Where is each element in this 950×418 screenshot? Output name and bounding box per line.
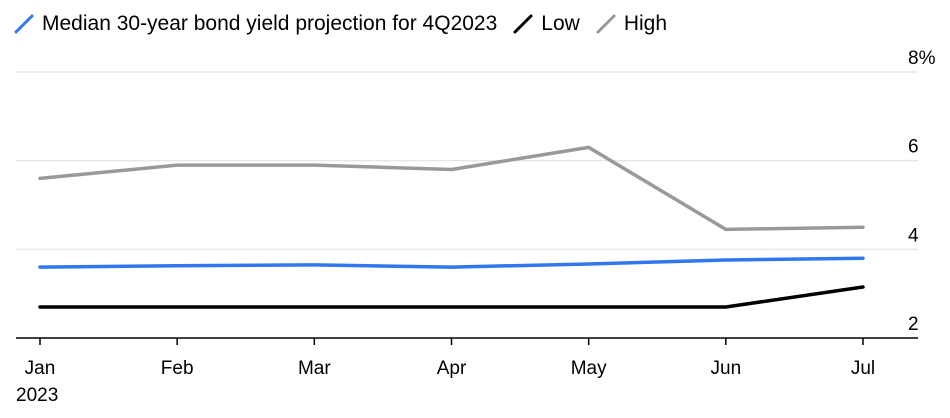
y-axis-tick-labels: 2 4 6 8% bbox=[908, 48, 936, 335]
legend-swatch-low-icon bbox=[513, 14, 533, 34]
legend-swatch-high-icon bbox=[596, 14, 616, 34]
y-tick-label: 8% bbox=[908, 48, 936, 69]
legend-item-low: Low bbox=[513, 12, 580, 36]
x-tick-label: Mar bbox=[298, 358, 331, 379]
legend-label-median: Median 30-year bond yield projection for… bbox=[42, 12, 498, 35]
x-tick-label: Feb bbox=[161, 358, 194, 379]
x-tick-label: Apr bbox=[437, 358, 467, 379]
legend-label-low: Low bbox=[541, 12, 580, 35]
series-line-low bbox=[38, 285, 865, 309]
x-tick-label: Jun bbox=[711, 358, 742, 379]
x-tick-label: Jul bbox=[851, 358, 875, 379]
series-line-median bbox=[38, 256, 865, 269]
y-tick-label: 6 bbox=[908, 137, 919, 158]
y-tick-label: 4 bbox=[908, 225, 919, 246]
series-lines bbox=[38, 145, 865, 309]
legend-label-high: High bbox=[623, 12, 668, 35]
x-axis: Jan Feb Mar Apr May Jun Jul 2023 bbox=[16, 337, 918, 406]
legend-item-high: High bbox=[596, 12, 667, 36]
x-tick-label: May bbox=[571, 358, 607, 379]
series-line-high bbox=[38, 145, 865, 232]
gridlines bbox=[16, 71, 918, 251]
legend-swatch-median-icon bbox=[14, 14, 34, 34]
x-axis-year-label: 2023 bbox=[16, 385, 58, 406]
x-tick-label: Jan bbox=[25, 358, 56, 379]
y-tick-label: 2 bbox=[908, 314, 919, 335]
legend-item-median: Median 30-year bond yield projection for… bbox=[14, 12, 497, 36]
chart-legend: Median 30-year bond yield projection for… bbox=[14, 10, 683, 38]
